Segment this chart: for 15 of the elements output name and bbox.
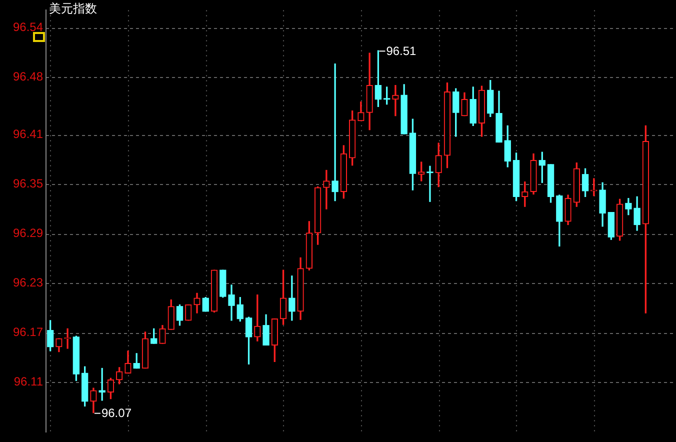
chart-title: 美元指数 <box>49 1 97 16</box>
y-tick-label: 96.11 <box>14 374 44 389</box>
candlestick <box>392 84 399 116</box>
y-tick-label: 96.29 <box>12 226 44 240</box>
annotation: 96.07 <box>101 406 132 420</box>
candlestick <box>426 166 434 202</box>
y-tick-label: 96.54 <box>12 20 44 34</box>
candlestick <box>323 170 330 210</box>
y-tick-label: 96.35 <box>12 176 44 191</box>
candlestick <box>332 64 338 202</box>
y-tick-label: 96.48 <box>12 69 44 84</box>
annotation: 96.51 <box>386 44 417 58</box>
y-tick-label: 96.23 <box>12 276 44 290</box>
y-tick-label: 96.17 <box>12 325 44 340</box>
y-tick-label: 96.41 <box>12 127 44 142</box>
